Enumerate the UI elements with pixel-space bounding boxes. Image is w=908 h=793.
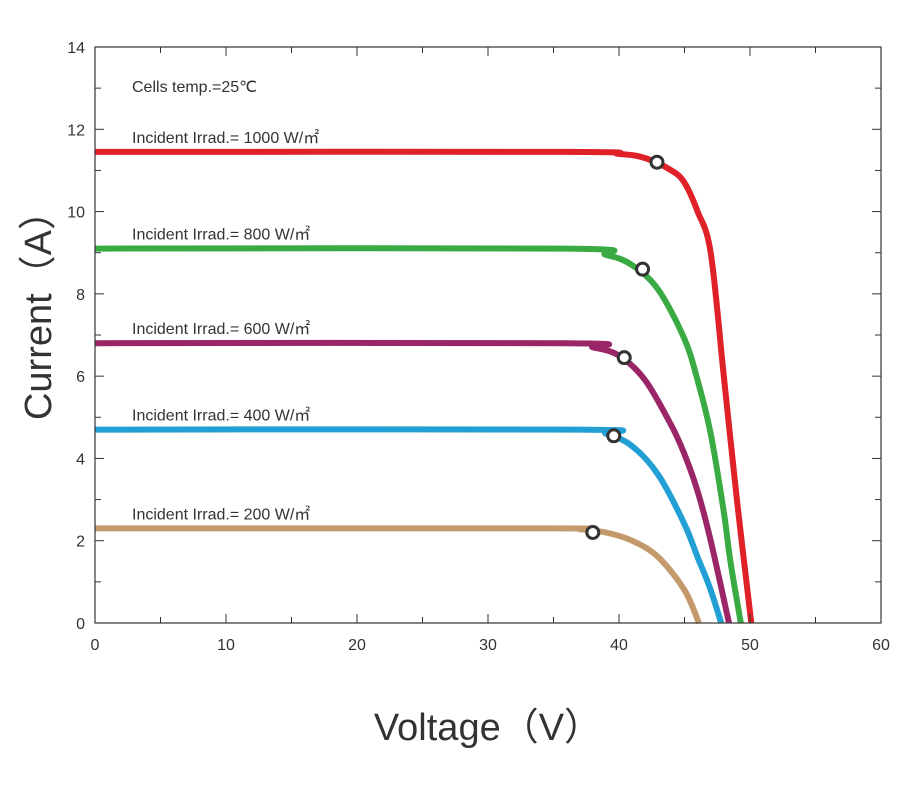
- series-label-0: Incident Irrad.= 1000 W/㎡: [132, 129, 319, 147]
- temperature-note: Cells temp.=25℃: [132, 79, 257, 96]
- x-tick-label: 30: [479, 637, 497, 654]
- mpp-marker-2: [616, 350, 632, 366]
- x-tick-label: 40: [610, 637, 628, 654]
- series-line-0: [94, 148, 755, 624]
- x-tick-label: 0: [91, 637, 100, 654]
- mpp-marker-0: [649, 154, 665, 170]
- series-label-4: Incident Irrad.= 200 W/㎡: [132, 505, 310, 523]
- y-tick-label: 12: [67, 122, 85, 139]
- curve-labels-layer: Incident Irrad.= 1000 W/㎡ Incident Irrad.…: [132, 129, 319, 523]
- series-label-3: Incident Irrad.= 400 W/㎡: [132, 407, 310, 425]
- mpp-marker-3: [606, 428, 622, 444]
- x-axis-title: Voltage（V）: [374, 707, 602, 749]
- mpp-markers-layer: [585, 154, 665, 540]
- y-tick-label: 8: [76, 287, 85, 304]
- y-tick-label: 2: [76, 534, 85, 551]
- series-label-1: Incident Irrad.= 800 W/㎡: [132, 226, 310, 244]
- series-line-2: [94, 339, 732, 624]
- y-tick-label: 14: [67, 40, 85, 57]
- series-line-1: [94, 245, 744, 624]
- series-line-3: [94, 426, 725, 624]
- mpp-marker-1: [635, 261, 651, 277]
- y-tick-label: 4: [76, 451, 85, 468]
- x-tick-label: 60: [872, 637, 890, 654]
- series-line-4: [94, 525, 702, 625]
- y-tick-label: 6: [76, 369, 85, 386]
- curves-layer: [94, 148, 755, 625]
- series-label-2: Incident Irrad.= 600 W/㎡: [132, 320, 310, 338]
- x-tick-label: 20: [348, 637, 366, 654]
- y-tick-label: 10: [67, 205, 85, 222]
- ticks-layer: [94, 46, 882, 624]
- x-tick-label: 50: [741, 637, 759, 654]
- tick-labels-layer: 0 10 20 30 40 50 60 0 2 4 6 8 10 12 14: [67, 40, 890, 654]
- y-tick-label: 0: [76, 616, 85, 633]
- mpp-marker-4: [585, 524, 601, 540]
- y-axis-title: Current（A）: [18, 192, 60, 420]
- x-tick-label: 10: [217, 637, 235, 654]
